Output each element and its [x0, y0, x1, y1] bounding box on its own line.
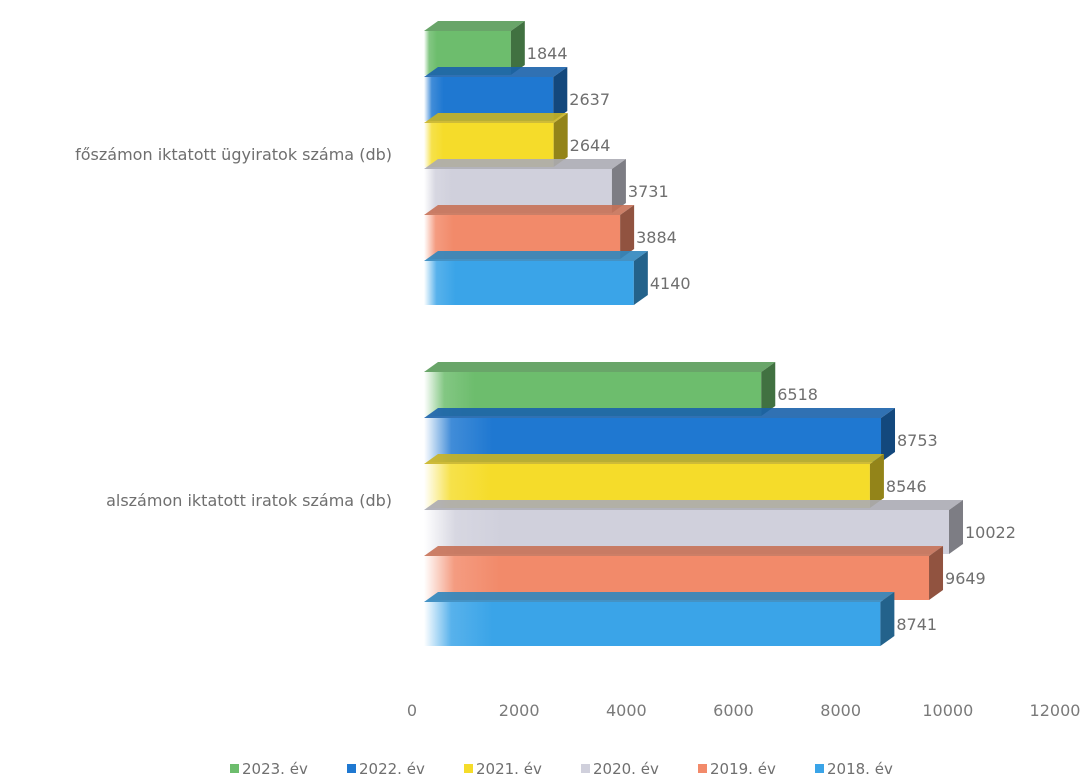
legend-item-2018-ev: 2018. év	[815, 760, 893, 778]
value-label-2022-ev-cat0: 2637	[569, 90, 610, 109]
value-label-2018-ev-cat0: 4140	[650, 274, 691, 293]
value-labels: 1844 2637 2644 3731 3884 4140 6518 8753 8546 1002…	[527, 44, 1016, 634]
value-label-2023-ev-cat0: 1844	[527, 44, 568, 63]
bar-2019-ev-cat1	[424, 546, 944, 600]
bar-top-face	[424, 113, 568, 123]
x-axis-ticks: 0 2000 4000 6000 8000 10000 12000	[407, 701, 1081, 720]
bar-top-face	[424, 205, 635, 215]
category-label-1: alszámon iktatott iratok száma (db)	[106, 491, 392, 510]
bar-top-face	[424, 546, 944, 556]
bar-2019-ev-cat0	[424, 205, 635, 259]
bar-top-face	[424, 67, 568, 77]
x-tick-label-1: 2000	[499, 701, 540, 720]
bar-side-face	[620, 205, 635, 259]
bar-top-face	[424, 362, 776, 372]
x-tick-label-3: 6000	[713, 701, 754, 720]
legend-swatch	[581, 764, 590, 773]
bar-top-face	[424, 592, 895, 602]
value-label-2018-ev-cat1: 8741	[896, 615, 937, 634]
bar-side-face	[761, 362, 776, 416]
legend-item-2022-ev: 2022. év	[347, 760, 425, 778]
legend-label: 2022. év	[359, 760, 425, 778]
legend: 2023. év 2022. év 2021. év 2020. év 2019. év…	[230, 760, 893, 778]
legend-label: 2021. év	[476, 760, 542, 778]
bar-top-face	[424, 251, 648, 261]
legend-item-2020-ev: 2020. év	[581, 760, 659, 778]
bar-front-face	[424, 602, 881, 646]
legend-label: 2018. év	[827, 760, 893, 778]
bar-2020-ev-cat0	[424, 159, 626, 213]
bar-2018-ev-cat1	[424, 592, 895, 646]
category-label-0: főszámon iktatott ügyiratok száma (db)	[75, 145, 392, 164]
bar-side-face	[949, 500, 964, 554]
bar-top-face	[424, 500, 964, 510]
legend-item-2021-ev: 2021. év	[464, 760, 542, 778]
legend-item-2023-ev: 2023. év	[230, 760, 308, 778]
legend-swatch	[698, 764, 707, 773]
bar-side-face	[881, 408, 896, 462]
x-tick-label-4: 8000	[820, 701, 861, 720]
legend-item-2019-ev: 2019. év	[698, 760, 776, 778]
bar-side-face	[880, 592, 895, 646]
bar-top-face	[424, 408, 896, 418]
bar-side-face	[611, 159, 626, 213]
value-label-2021-ev-cat1: 8546	[886, 477, 927, 496]
x-tick-label-5: 10000	[922, 701, 973, 720]
bar-side-face	[633, 251, 648, 305]
bar-side-face	[869, 454, 884, 508]
legend-label: 2019. év	[710, 760, 776, 778]
bar-side-face	[553, 67, 568, 121]
bar-2022-ev-cat1	[424, 408, 896, 462]
bar-2020-ev-cat1	[424, 500, 964, 554]
bar-top-face	[424, 454, 884, 464]
x-tick-label-0: 0	[407, 701, 417, 720]
bar-2018-ev-cat0	[424, 251, 648, 305]
bar-2021-ev-cat1	[424, 454, 884, 508]
bar-front-face	[424, 261, 634, 305]
value-label-2019-ev-cat1: 9649	[945, 569, 986, 588]
x-tick-label-6: 12000	[1030, 701, 1081, 720]
value-label-2020-ev-cat1: 10022	[965, 523, 1016, 542]
legend-swatch	[464, 764, 473, 773]
bar-2021-ev-cat0	[424, 113, 568, 167]
value-label-2023-ev-cat1: 6518	[777, 385, 818, 404]
bar-2023-ev-cat1	[424, 362, 776, 416]
bar-side-face	[553, 113, 568, 167]
bar-2023-ev-cat0	[424, 21, 525, 75]
legend-swatch	[815, 764, 824, 773]
bar-2022-ev-cat0	[424, 67, 568, 121]
value-label-2019-ev-cat0: 3884	[636, 228, 677, 247]
x-tick-label-2: 4000	[606, 701, 647, 720]
bar-top-face	[424, 159, 626, 169]
category-labels: főszámon iktatott ügyiratok száma (db) al…	[75, 145, 392, 510]
bars	[424, 21, 964, 646]
bar-top-face	[424, 21, 525, 31]
value-label-2022-ev-cat1: 8753	[897, 431, 938, 450]
value-label-2021-ev-cat0: 2644	[570, 136, 611, 155]
legend-swatch	[347, 764, 356, 773]
legend-label: 2020. év	[593, 760, 659, 778]
legend-swatch	[230, 764, 239, 773]
value-label-2020-ev-cat0: 3731	[628, 182, 669, 201]
legend-label: 2023. év	[242, 760, 308, 778]
bar-side-face	[929, 546, 944, 600]
bar-side-face	[510, 21, 525, 75]
